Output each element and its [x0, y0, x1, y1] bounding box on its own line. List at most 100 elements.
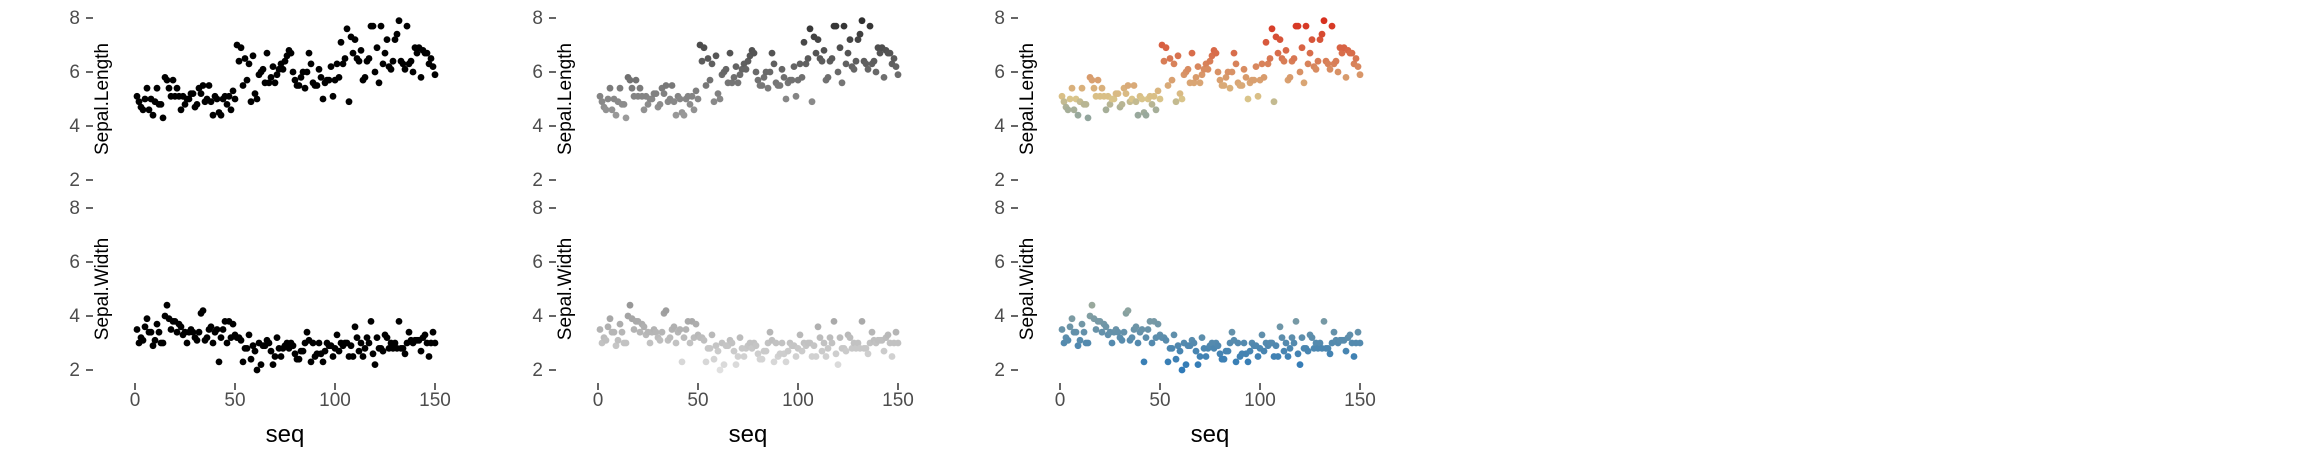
data-point: [135, 98, 143, 106]
data-point: [349, 49, 357, 57]
data-point: [826, 334, 834, 341]
data-point: [1080, 328, 1088, 336]
data-point: [165, 84, 173, 92]
x-tick-label: 100: [319, 390, 351, 411]
data-point: [1216, 76, 1224, 84]
data-point: [760, 74, 768, 81]
x-tick-label: 100: [1244, 390, 1276, 411]
data-point: [401, 65, 409, 73]
data-point: [271, 79, 279, 87]
data-point: [880, 347, 888, 355]
data-point: [1064, 106, 1072, 114]
data-point: [1190, 339, 1198, 347]
data-point: [854, 339, 862, 347]
data-point: [700, 336, 708, 344]
data-point: [367, 318, 375, 325]
data-point: [1102, 106, 1110, 114]
data-point: [622, 339, 630, 347]
data-point: [752, 342, 760, 350]
y-tick-label: 2: [994, 360, 1005, 381]
data-point: [193, 101, 201, 108]
data-point: [1254, 92, 1262, 100]
data-point: [728, 339, 736, 347]
data-point: [265, 79, 273, 87]
data-point: [139, 336, 147, 344]
y-tick-label: 6: [532, 252, 543, 273]
data-point: [409, 68, 417, 76]
data-point: [1342, 74, 1350, 81]
data-point: [329, 92, 337, 100]
data-point: [836, 44, 844, 52]
data-point: [315, 339, 323, 347]
data-point: [646, 339, 654, 347]
y-axis-title: Sepal.Width: [92, 238, 113, 340]
data-point: [1170, 331, 1178, 339]
data-point: [193, 336, 201, 344]
data-point: [353, 334, 361, 341]
data-point: [407, 57, 415, 65]
data-point: [1320, 17, 1328, 25]
data-point: [1238, 82, 1246, 89]
data-point: [351, 323, 359, 331]
data-point: [379, 347, 387, 355]
data-point: [716, 366, 724, 374]
data-point: [1258, 60, 1266, 68]
data-point: [1304, 60, 1312, 68]
data-point: [712, 52, 720, 60]
facet-sepal-width: 2 4 6 8 Sepal.Width: [532, 198, 902, 381]
data-point: [710, 98, 718, 106]
data-point: [1076, 336, 1084, 344]
data-point: [836, 334, 844, 341]
data-point: [373, 334, 381, 341]
data-point: [1154, 87, 1162, 95]
data-point: [802, 60, 810, 68]
data-point: [251, 347, 259, 355]
data-point: [143, 315, 151, 323]
data-point: [1318, 30, 1326, 38]
data-point: [704, 55, 712, 62]
data-point: [1346, 331, 1354, 339]
data-point: [672, 111, 680, 119]
data-point: [1088, 301, 1096, 309]
data-point: [730, 74, 738, 81]
data-point: [1106, 101, 1114, 108]
data-point: [391, 339, 399, 347]
x-tick-label: 100: [782, 390, 814, 411]
data-point: [830, 318, 838, 325]
data-point: [806, 25, 814, 33]
data-point: [1214, 68, 1222, 76]
data-point: [812, 49, 820, 57]
data-point: [628, 84, 636, 92]
data-point: [295, 355, 303, 363]
y-tick-label: 6: [532, 62, 543, 83]
data-point: [1334, 68, 1342, 76]
data-point: [838, 79, 846, 87]
data-point: [1142, 334, 1150, 341]
data-point: [387, 65, 395, 73]
data-point: [1324, 345, 1332, 352]
data-point: [325, 76, 333, 84]
data-point: [247, 355, 255, 363]
data-point: [1214, 342, 1222, 350]
data-point: [355, 57, 363, 65]
data-point: [177, 323, 185, 331]
data-point: [668, 82, 676, 89]
data-point: [596, 92, 604, 100]
x-tick-label: 50: [687, 390, 708, 411]
data-point: [1174, 342, 1182, 350]
data-point: [864, 65, 872, 73]
data-point: [375, 79, 383, 87]
data-point: [347, 342, 355, 350]
data-point: [652, 328, 660, 336]
data-point: [1092, 326, 1100, 333]
data-point: [608, 106, 616, 114]
data-point: [1228, 68, 1236, 76]
data-point: [1326, 350, 1334, 358]
data-point: [692, 320, 700, 328]
data-point: [1088, 76, 1096, 84]
data-point: [1296, 361, 1304, 368]
data-point: [199, 82, 207, 89]
data-point: [229, 87, 237, 95]
data-point: [1244, 358, 1252, 366]
